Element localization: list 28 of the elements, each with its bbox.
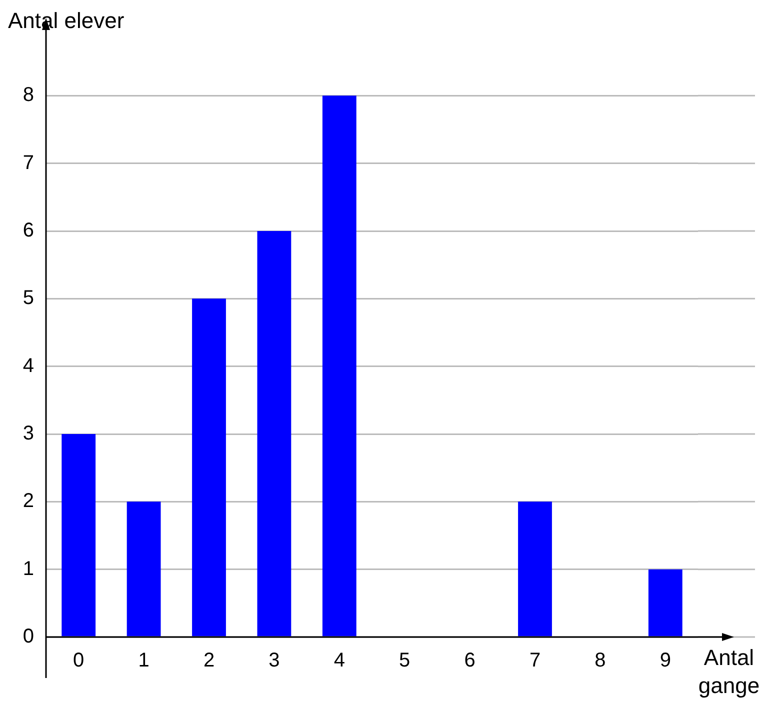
x-tick-label: 9 xyxy=(660,650,671,672)
x-tick-label: 8 xyxy=(594,650,606,672)
y-tick-label: 2 xyxy=(22,490,34,512)
y-tick-label: 8 xyxy=(22,84,34,106)
x-tick-label: 4 xyxy=(334,650,345,672)
x-tick-label: 1 xyxy=(138,650,150,672)
bar xyxy=(192,298,226,636)
y-axis-title: Antal elever xyxy=(8,8,124,34)
x-tick-label: 2 xyxy=(203,650,215,672)
y-tick-label: 0 xyxy=(22,626,34,648)
y-tick-label: 6 xyxy=(22,220,34,242)
y-tick-label: 5 xyxy=(22,287,34,310)
bar xyxy=(518,502,552,636)
y-tick-label: 3 xyxy=(22,422,34,445)
x-tick-label: 6 xyxy=(464,650,476,672)
x-tick-label: 3 xyxy=(268,650,280,672)
y-tick-label: 1 xyxy=(22,558,34,580)
bar xyxy=(322,96,356,636)
bar xyxy=(257,231,292,636)
x-tick-label: 5 xyxy=(399,650,410,672)
bar xyxy=(62,434,96,636)
y-tick-label: 4 xyxy=(22,354,34,377)
y-tick-label: 7 xyxy=(22,152,34,174)
x-axis-title: Antal gange xyxy=(697,644,761,700)
x-tick-label: 0 xyxy=(73,650,84,672)
bar xyxy=(648,569,682,636)
x-tick-label: 7 xyxy=(529,650,541,672)
bar xyxy=(126,502,161,636)
